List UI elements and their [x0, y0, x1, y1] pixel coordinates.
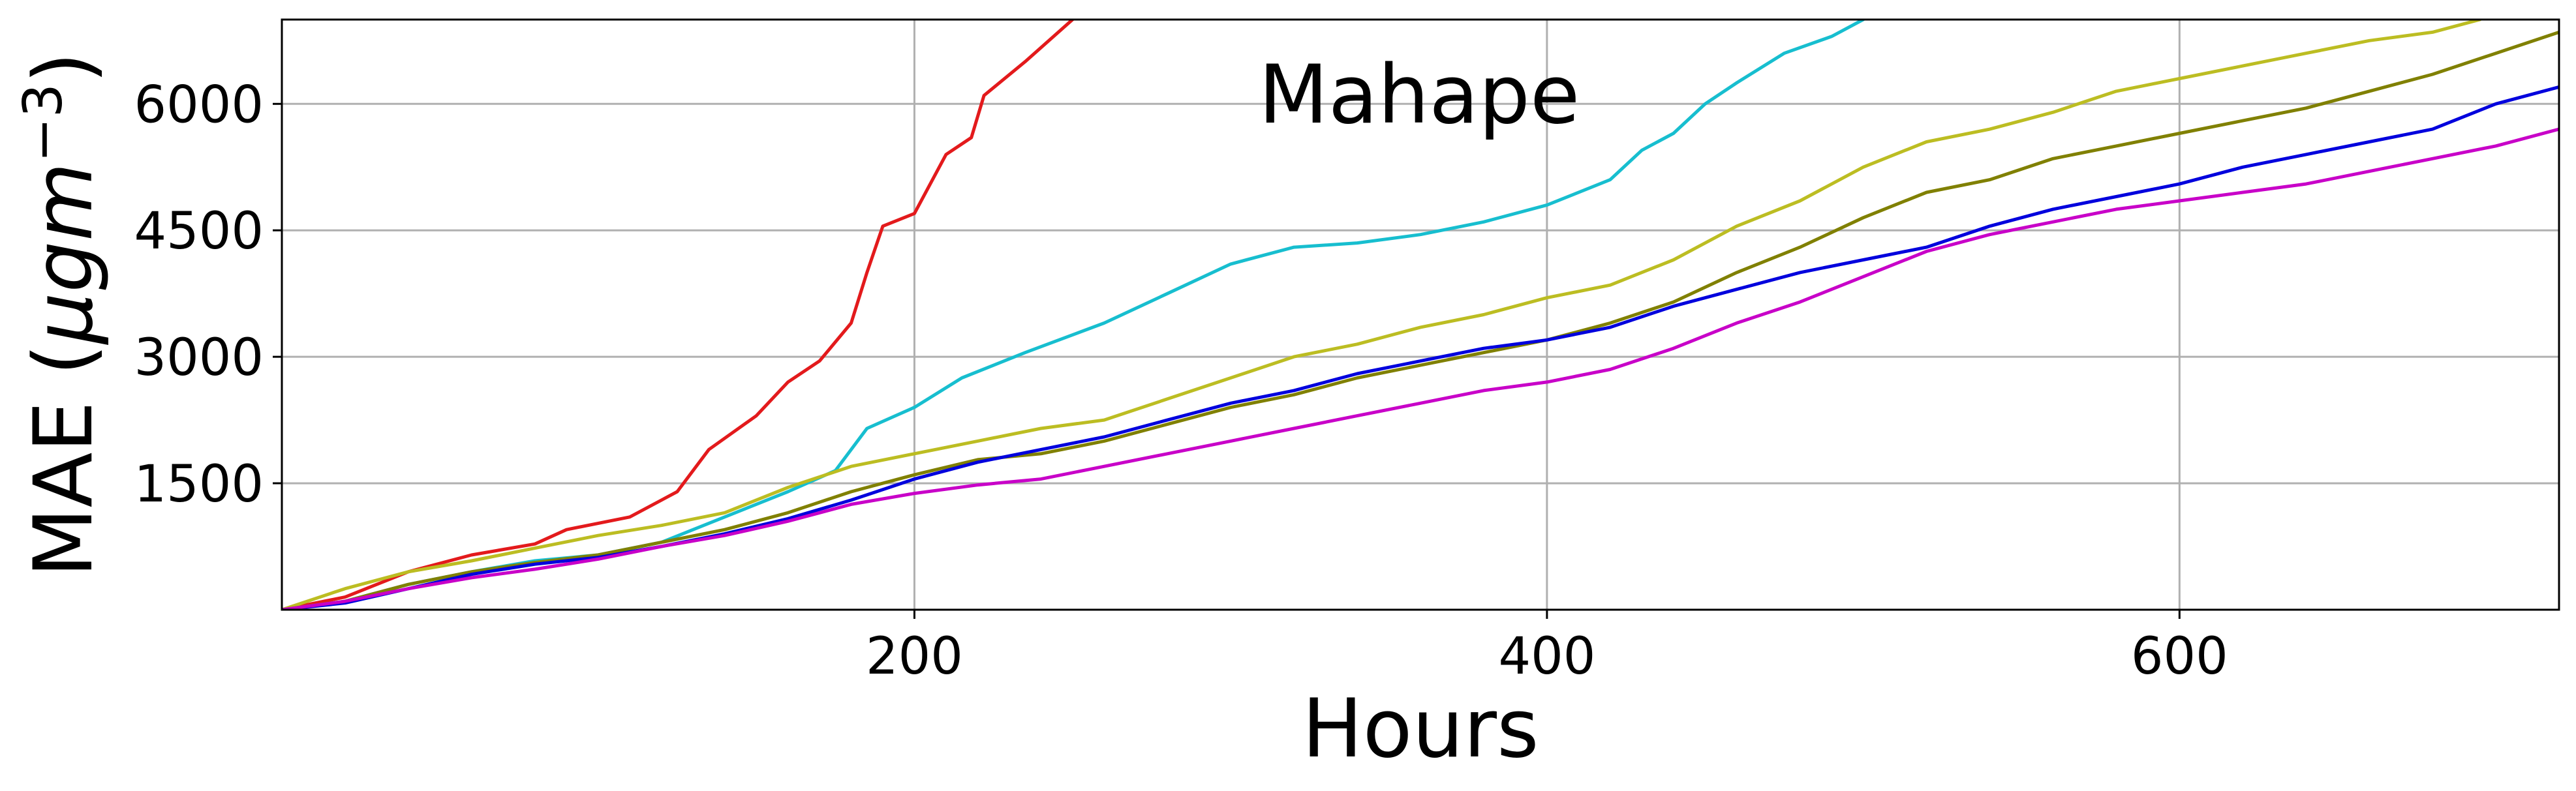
grid-lines [282, 20, 2559, 610]
series-line-3 [282, 20, 2482, 610]
y-tick-label: 6000 [134, 76, 264, 134]
y-axis-title: MAE (μgm−3) [12, 52, 111, 578]
x-tick-label: 400 [1498, 627, 1595, 686]
y-axis-ticks: 1500 3000 4500 6000 [134, 76, 282, 514]
y-tick-label: 1500 [134, 455, 264, 514]
y-axis-title-unit: μgm [17, 162, 111, 345]
series-line-6 [282, 127, 2559, 610]
y-tick-label: 4500 [134, 202, 264, 261]
series-lines [282, 20, 2559, 610]
y-axis-title-exponent: −3 [12, 83, 74, 162]
y-axis-title-close: ) [17, 52, 111, 83]
series-line-2 [282, 20, 1865, 610]
chart-title: Mahape [1259, 48, 1580, 142]
x-tick-label: 200 [866, 627, 963, 686]
y-axis-title-main: MAE ( [17, 344, 111, 577]
x-axis-title: Hours [1302, 682, 1539, 776]
plot-frame [281, 18, 2560, 611]
y-tick-label: 3000 [134, 329, 264, 387]
x-tick-label: 600 [2131, 627, 2228, 686]
series-line-1 [282, 20, 1075, 610]
series-line-4 [282, 30, 2559, 610]
x-axis-ticks: 200 400 600 [866, 610, 2228, 686]
